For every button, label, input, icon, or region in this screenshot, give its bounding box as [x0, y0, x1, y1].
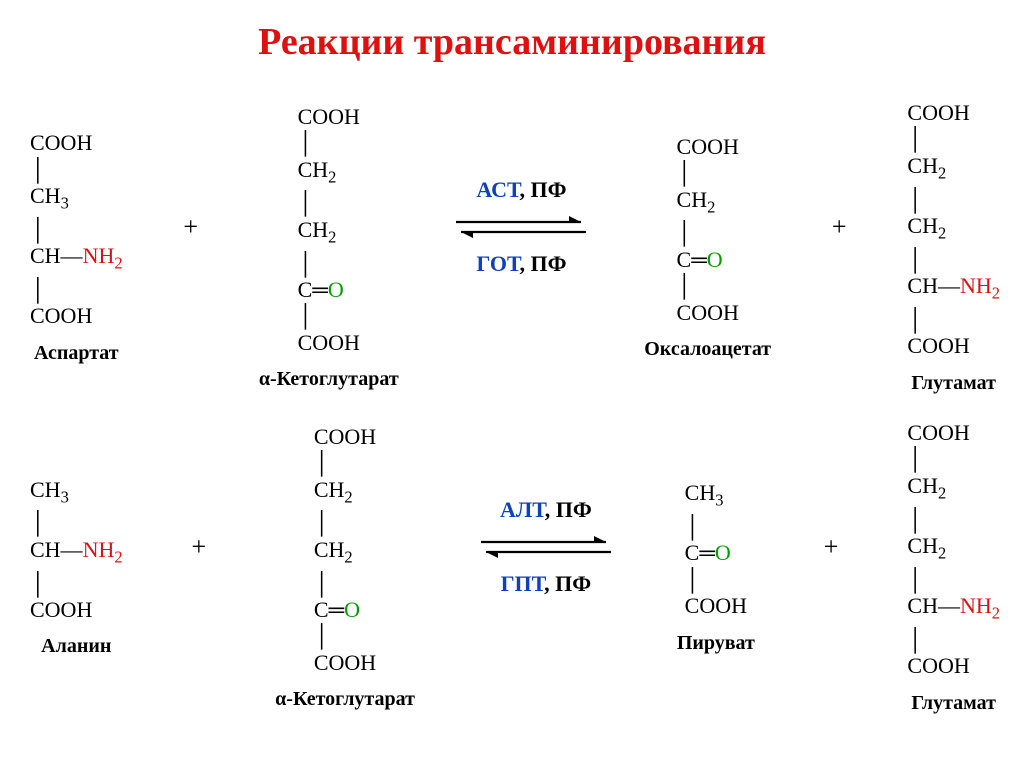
title-text: Реакции трансаминирования: [258, 21, 766, 63]
plus-sign: +: [816, 532, 847, 602]
label-аланин: Аланин: [41, 635, 111, 658]
enzyme-label-ast-top: АСТ, ПФ: [476, 177, 566, 203]
label--кетоглутарат: α-Кетоглутарат: [275, 688, 415, 711]
label-аспартат: Аспартат: [34, 342, 119, 365]
molecule-глутамат: COOH│CH2│CH2│CH—NH2│COOH Глутамат: [907, 100, 1000, 395]
molecule-аланин: CH3│CH—NH2│COOH Аланин: [30, 477, 123, 659]
structure--кетоглутарат: COOH│CH2│CH2│C═O│COOH: [314, 424, 376, 676]
label-глутамат: Глутамат: [911, 372, 996, 395]
structure-глутамат: COOH│CH2│CH2│CH—NH2│COOH: [907, 420, 1000, 680]
molecule-аспартат: COOH│CH3│CH—NH2│COOH Аспартат: [30, 130, 123, 365]
plus-sign: +: [175, 212, 206, 282]
reaction-alt: CH3│CH—NH2│COOH Аланин + COOH│CH2│CH2│C═O│C…: [30, 420, 1000, 715]
molecule--кетоглутарат: COOH│CH2│CH2│C═O│COOH α-Кетоглутарат: [275, 424, 415, 711]
structure-аланин: CH3│CH—NH2│COOH: [30, 477, 123, 624]
molecule-оксалоацетат: COOH│CH2│C═O│COOH Оксалоацетат: [644, 134, 771, 361]
plus-sign: +: [184, 532, 215, 602]
enzyme-label-ast-bottom: ГОТ, ПФ: [476, 251, 566, 277]
label-пируват: Пируват: [677, 632, 755, 655]
plus-sign: +: [824, 212, 855, 282]
structure-аспартат: COOH│CH3│CH—NH2│COOH: [30, 130, 123, 330]
equilibrium-arrow-icon: [476, 527, 616, 567]
page-title: Реакции трансаминирования: [0, 20, 1024, 64]
enzyme-label-alt-bottom: ГПТ, ПФ: [501, 571, 592, 597]
enzyme-block-alt: АЛТ, ПФ ГПТ, ПФ: [476, 493, 616, 641]
enzyme-block-ast: АСТ, ПФ ГОТ, ПФ: [451, 173, 591, 321]
structure--кетоглутарат: COOH│CH2│CH2│C═O│COOH: [298, 104, 360, 356]
molecule-глутамат: COOH│CH2│CH2│CH—NH2│COOH Глутамат: [907, 420, 1000, 715]
label--кетоглутарат: α-Кетоглутарат: [259, 368, 399, 391]
equilibrium-arrow-icon: [451, 207, 591, 247]
molecule--кетоглутарат: COOH│CH2│CH2│C═O│COOH α-Кетоглутарат: [259, 104, 399, 391]
structure-глутамат: COOH│CH2│CH2│CH—NH2│COOH: [907, 100, 1000, 360]
structure-оксалоацетат: COOH│CH2│C═O│COOH: [677, 134, 739, 326]
enzyme-label-alt-top: АЛТ, ПФ: [500, 497, 592, 523]
molecule-пируват: CH3│C═O│COOH Пируват: [677, 480, 755, 654]
label-глутамат: Глутамат: [911, 692, 996, 715]
structure-пируват: CH3│C═O│COOH: [685, 480, 747, 619]
reaction-ast: COOH│CH3│CH—NH2│COOH Аспартат + COOH│CH2│CH…: [30, 100, 1000, 395]
label-оксалоацетат: Оксалоацетат: [644, 338, 771, 361]
